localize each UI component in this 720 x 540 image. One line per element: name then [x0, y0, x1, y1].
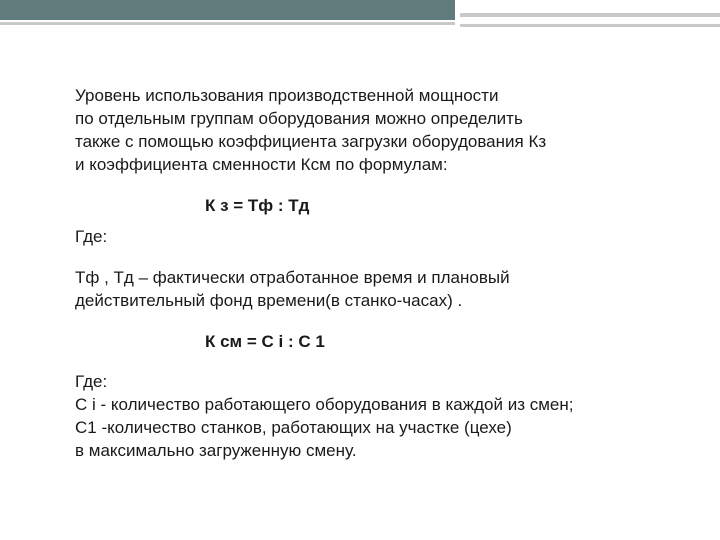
slide-header-decoration	[0, 0, 720, 35]
explanation-1: Тф , Тд – фактически отработанное время …	[75, 267, 660, 313]
slide-content: Уровень использования производственной м…	[75, 85, 660, 463]
intro-line-4: и коэффициента сменности Ксм по формулам…	[75, 154, 660, 177]
header-teal-bar	[0, 0, 455, 20]
header-grey-line	[0, 22, 455, 25]
explain-1-line-1: Тф , Тд – фактически отработанное время …	[75, 267, 660, 290]
intro-line-2: по отдельным группам оборудования можно …	[75, 108, 660, 131]
intro-line-1: Уровень использования производственной м…	[75, 85, 660, 108]
formula-2-block: К см = С i : С 1	[75, 331, 660, 354]
where-2-line-3: С1 -количество станков, работающих на уч…	[75, 417, 660, 440]
where-2-line-1: Где:	[75, 371, 660, 394]
where-2-line-4: в максимально загруженную смену.	[75, 440, 660, 463]
header-right-line-1	[460, 13, 720, 17]
where-2-block: Где: С i - количество работающего оборуд…	[75, 371, 660, 463]
where-2-line-2: С i - количество работающего оборудовани…	[75, 394, 660, 417]
formula-1-block: К з = Тф : Тд	[75, 195, 660, 218]
formula-1: К з = Тф : Тд	[75, 195, 660, 218]
where-1: Где:	[75, 226, 660, 249]
explain-1-line-2: действительный фонд времени(в станко-час…	[75, 290, 660, 313]
intro-line-3: также с помощью коэффициента загрузки об…	[75, 131, 660, 154]
header-right-line-2	[460, 24, 720, 27]
intro-paragraph: Уровень использования производственной м…	[75, 85, 660, 177]
formula-2: К см = С i : С 1	[75, 331, 660, 354]
